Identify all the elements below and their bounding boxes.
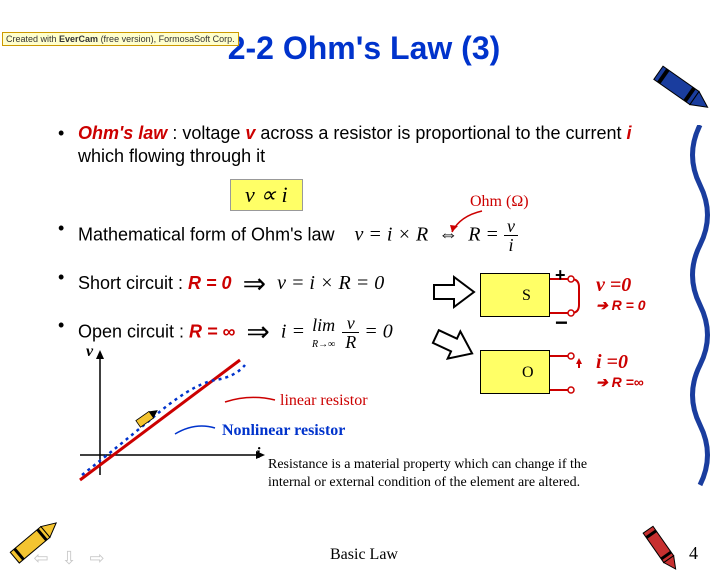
open-circuit-wire xyxy=(549,350,589,396)
ohm-arrow-icon xyxy=(448,208,488,238)
proportional-row: v ∝ i xyxy=(80,179,670,211)
watermark-brand: EverCam xyxy=(59,34,98,44)
crayon-red-bottom xyxy=(633,521,693,576)
short-label-s: S xyxy=(522,287,531,305)
eq-vir: v = i × R xyxy=(355,223,429,245)
nav-prev-button[interactable]: ⇦ xyxy=(30,548,52,568)
watermark-prefix: Created with xyxy=(6,34,59,44)
short-circuit-box xyxy=(480,273,550,317)
bullet-math-form: Mathematical form of Ohm's law v = i × R… xyxy=(50,217,670,254)
short-result: v =0 ➔ R = 0 xyxy=(596,274,645,314)
evercam-watermark: Created with EverCam (free version), For… xyxy=(2,32,239,46)
fraction-v-over-i: v i xyxy=(504,217,518,254)
open-result: i =0 ➔ R =∞ xyxy=(596,351,644,391)
nav-down-button[interactable]: ⇩ xyxy=(58,548,80,568)
content-area: Ohm's law : voltage v across a resistor … xyxy=(50,122,670,361)
graph-y-label: v xyxy=(86,343,93,361)
footer-title: Basic Law xyxy=(330,546,398,564)
big-arrow-short-icon xyxy=(432,275,476,309)
ohms-law-term: Ohm's law xyxy=(78,123,167,143)
eq-short: v = i × R = 0 xyxy=(277,272,384,294)
minus-sign: − xyxy=(555,310,568,336)
linear-resistor-label: linear resistor xyxy=(280,392,368,410)
watermark-suffix: (free version), FormosaSoft Corp. xyxy=(98,34,235,44)
resistance-note: Resistance is a material property which … xyxy=(268,456,608,492)
linear-pointer xyxy=(220,390,280,410)
proportional-equation: v ∝ i xyxy=(230,179,303,211)
squiggle-blue xyxy=(680,125,720,495)
nav-next-button[interactable]: ⇨ xyxy=(86,548,108,568)
nonlinear-resistor-label: Nonlinear resistor xyxy=(222,422,345,440)
fraction-v-over-R: v R xyxy=(342,314,359,351)
open-circuit-box xyxy=(480,350,550,394)
implies-arrow-icon: ⇒ xyxy=(243,266,266,302)
plus-sign: + xyxy=(555,265,566,286)
page-number: 4 xyxy=(689,543,698,564)
graph-x-label: i xyxy=(256,445,260,463)
bullet-ohms-law: Ohm's law : voltage v across a resistor … xyxy=(50,122,670,169)
nav-arrows: ⇦ ⇩ ⇨ xyxy=(30,548,108,568)
nonlinear-pointer xyxy=(170,420,220,440)
crayon-blue-top xyxy=(643,50,723,130)
open-label-o: O xyxy=(522,364,534,382)
